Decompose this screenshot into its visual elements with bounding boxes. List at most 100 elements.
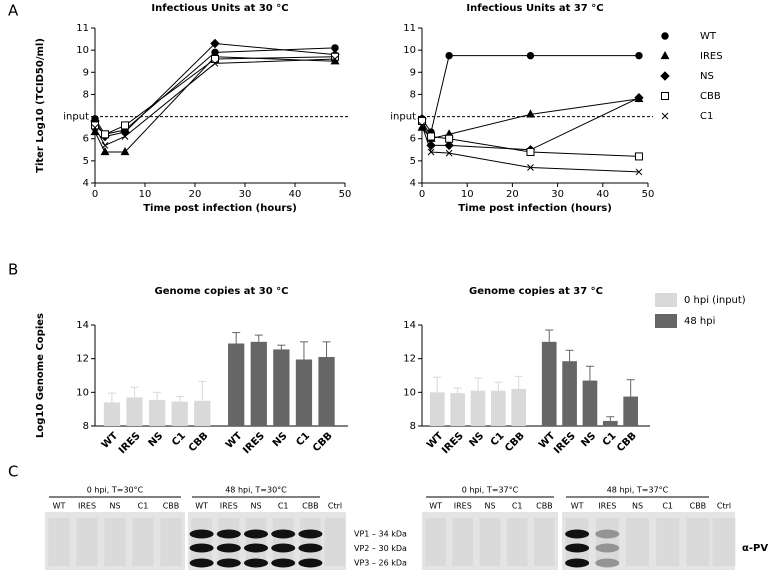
y-tick-label: 9 <box>410 67 416 78</box>
bar <box>228 343 245 426</box>
marker <box>634 152 643 161</box>
y-tick-label: 8 <box>83 89 89 100</box>
legend-label: 48 hpi <box>684 316 715 327</box>
lane-smear <box>76 518 98 566</box>
chart-title: Genome copies at 30 °C <box>154 286 288 297</box>
bar <box>273 349 290 426</box>
x-tick-label: C1 <box>294 430 312 448</box>
marker <box>527 164 534 171</box>
series-line <box>94 58 336 146</box>
lane-smear <box>534 518 555 566</box>
marker <box>331 55 339 63</box>
bar <box>295 359 313 426</box>
marker <box>661 92 669 100</box>
lane-label: NS <box>109 502 120 511</box>
antibody-label: α-PV <box>742 543 768 554</box>
protein-band <box>595 543 620 553</box>
marker <box>445 51 453 60</box>
y-axis-label: Titer Log10 (TCID50/ml) <box>35 38 46 173</box>
marker <box>120 146 130 156</box>
y-tick-label: 10 <box>76 45 89 56</box>
protein-band <box>271 543 296 553</box>
protein-band <box>565 543 590 553</box>
lane-label: IRES <box>454 502 472 511</box>
y-tick-label: 11 <box>76 23 89 34</box>
lane-label: WT <box>53 502 66 511</box>
lane-smear <box>506 518 528 566</box>
protein-band <box>271 529 296 539</box>
x-axis-label: Time post infection (hours) <box>143 203 297 214</box>
marker <box>526 109 535 118</box>
protein-band <box>216 558 241 568</box>
lane-smear <box>452 518 474 566</box>
marker <box>418 117 426 125</box>
bar <box>491 390 506 426</box>
bar <box>126 397 143 426</box>
x-tick-label: NS <box>271 430 290 449</box>
bar <box>318 356 335 426</box>
marker <box>660 50 670 60</box>
bar <box>171 401 188 426</box>
lane-label: WT <box>429 502 442 511</box>
marker <box>101 130 109 139</box>
x-tick-label: IRES <box>440 430 466 456</box>
lane-smear <box>686 518 710 566</box>
y-tick-label: 5 <box>83 156 89 167</box>
lane-label: CBB <box>163 502 180 511</box>
protein-band <box>298 529 323 539</box>
marker <box>660 71 670 81</box>
marker <box>445 134 454 143</box>
lane-label: WT <box>571 502 584 511</box>
x-tick-label: 10 <box>139 189 152 200</box>
lane-label: Ctrl <box>328 502 342 511</box>
y-tick-label: 11 <box>403 23 416 34</box>
lane-label: IRES <box>78 502 96 511</box>
marker <box>661 112 669 120</box>
series-line <box>421 98 640 140</box>
band-label: VP3 – 26 kDa <box>354 559 407 568</box>
y-tick-label: 5 <box>410 156 416 167</box>
lane-label: NS <box>632 502 643 511</box>
x-tick-label: NS <box>579 430 598 449</box>
y-axis-label: Log10 Genome Copies <box>35 313 46 438</box>
lane-smear <box>425 518 446 566</box>
lane-smear <box>479 518 501 566</box>
marker <box>121 121 129 130</box>
bar <box>103 402 121 426</box>
marker <box>121 133 129 140</box>
bar <box>470 390 486 426</box>
marker <box>210 38 220 49</box>
bar <box>562 361 577 426</box>
bar <box>582 380 598 426</box>
x-tick-label: CBB <box>187 430 211 454</box>
lane-smear <box>595 518 619 566</box>
marker <box>526 51 535 60</box>
bar <box>429 392 445 426</box>
bar <box>148 399 166 426</box>
bar <box>511 388 527 426</box>
x-tick-label: 10 <box>461 189 474 200</box>
marker <box>661 32 669 40</box>
marker <box>635 168 643 176</box>
lane-label: CBB <box>302 502 319 511</box>
x-tick-label: 50 <box>642 189 655 200</box>
legend-label: 0 hpi (input) <box>684 295 746 306</box>
bar <box>250 341 267 426</box>
x-tick-label: CBB <box>503 430 527 454</box>
blot-title: 48 hpi, T=30°C <box>225 486 287 495</box>
lane-label: NS <box>250 502 261 511</box>
bar <box>541 341 557 426</box>
x-tick-label: NS <box>147 430 166 449</box>
lane-smear <box>104 518 126 566</box>
lane-smear <box>712 518 736 566</box>
lane-label: CBB <box>536 502 553 511</box>
marker <box>91 124 99 131</box>
chart-title: Infectious Units at 37 °C <box>466 3 603 14</box>
y-tick-label: 14 <box>403 320 416 331</box>
x-tick-label: IRES <box>241 430 267 456</box>
x-tick-label: IRES <box>117 430 143 456</box>
marker <box>427 132 436 141</box>
protein-band <box>244 529 268 539</box>
protein-band <box>565 529 590 539</box>
marker <box>101 142 109 149</box>
